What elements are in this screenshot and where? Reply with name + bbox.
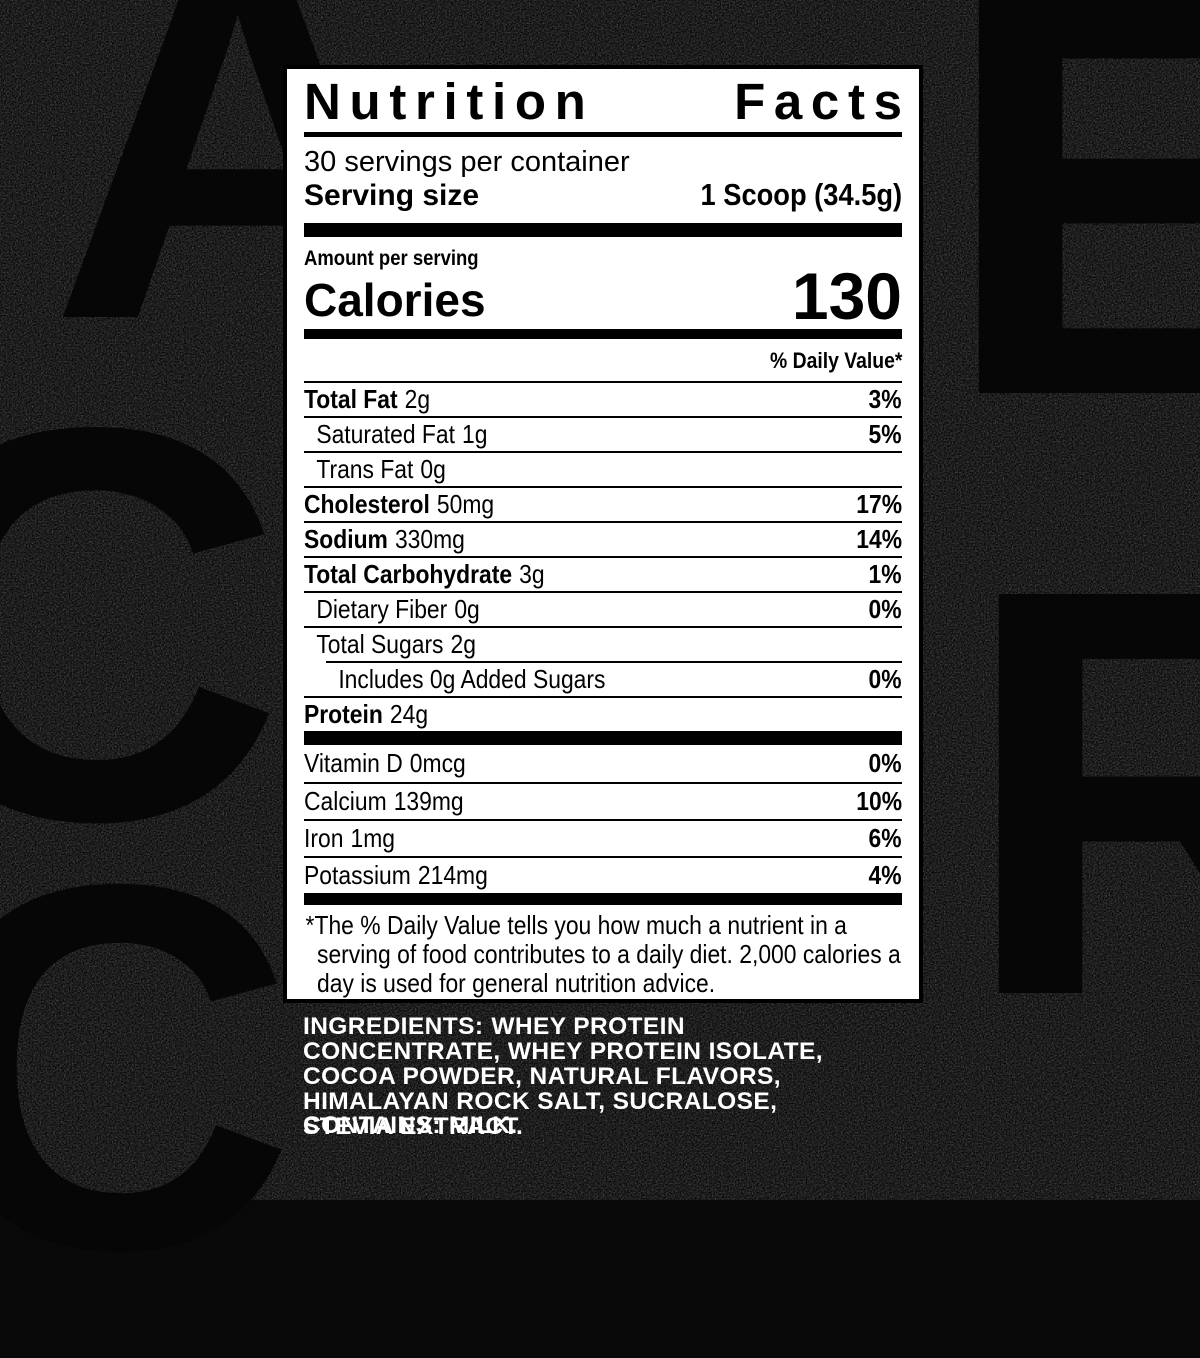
panel-title-word2: Facts — [734, 73, 911, 130]
nutrient-row-saturated-fat: Saturated Fat 1g 5% — [304, 416, 902, 451]
calories-row: Calories 130 — [304, 259, 902, 333]
nutrient-name: Total Carbohydrate — [304, 559, 513, 589]
contains-text: MILK. — [448, 1112, 518, 1139]
nutrient-row-cholesterol: Cholesterol 50mg 17% — [304, 486, 902, 521]
nutrient-row-total-carbohydrate: Total Carbohydrate 3g 1% — [304, 556, 902, 591]
calories-value: 130 — [791, 259, 902, 333]
serving-size-row: Serving size 1 Scoop (34.5g) — [304, 178, 902, 212]
divider-bar-thick — [304, 731, 902, 745]
background-letter-r: R — [960, 468, 1200, 1116]
nutrient-name: Protein — [304, 699, 383, 729]
nutrient-amount: 1g — [462, 419, 488, 449]
nutrient-amount: 0g — [420, 454, 446, 484]
vitamin-row-iron: Iron 1mg 6% — [304, 819, 902, 856]
nutrient-row-trans-fat: Trans Fat 0g — [304, 451, 902, 486]
nutrient-amount: 0g — [454, 594, 480, 624]
vitamin-dv: 4% — [868, 860, 902, 890]
background-letter-e: E — [940, 0, 1200, 516]
daily-value-header: % Daily Value* — [769, 348, 902, 373]
nutrient-dv: 3% — [868, 384, 902, 414]
nutrient-amount: 24g — [389, 699, 429, 729]
nutrient-row-total-sugars: Total Sugars 2g — [304, 626, 902, 661]
ingredients-text: WHEY PROTEIN CONCENTRATE, WHEY PROTEIN I… — [303, 1013, 823, 1140]
nutrient-amount: 2g — [404, 384, 431, 414]
vitamin-amount: 214mg — [417, 860, 488, 890]
daily-value-footnote: *The % Daily Value tells you how much a … — [305, 910, 901, 998]
title-rule — [304, 132, 902, 137]
nutrient-name: Includes 0g Added Sugars — [338, 664, 606, 694]
serving-size-value: 1 Scoop (34.5g) — [700, 177, 902, 212]
nutrient-amount: 3g — [519, 559, 545, 589]
vitamin-amount: 139mg — [393, 786, 464, 816]
contains-label: CONTAINS: — [303, 1112, 441, 1139]
nutrient-row-added-sugars: Includes 0g Added Sugars 0% — [326, 661, 902, 696]
vitamin-name: Calcium — [304, 786, 387, 816]
nutrient-dv: 0% — [868, 594, 902, 624]
vitamin-row-vitamin-d: Vitamin D 0mcg 0% — [304, 745, 902, 782]
nutrient-dv: 0% — [868, 664, 902, 694]
divider-bar-thick — [304, 893, 902, 905]
nutrient-name: Sodium — [304, 524, 388, 554]
nutrient-amount: 50mg — [436, 489, 495, 519]
vitamin-dv: 0% — [868, 748, 902, 778]
vitamin-amount: 1mg — [350, 823, 395, 853]
nutrient-row-protein: Protein 24g — [304, 696, 902, 731]
nutrient-row-dietary-fiber: Dietary Fiber 0g 0% — [304, 591, 902, 626]
nutrient-row-total-fat: Total Fat 2g 3% — [304, 381, 902, 416]
ingredients-label: INGREDIENTS: — [303, 1013, 484, 1040]
divider-bar-thick — [304, 223, 902, 237]
contains-paragraph: CONTAINS: MILK. — [303, 1113, 865, 1138]
nutrient-name: Trans Fat — [316, 454, 414, 484]
vitamin-name: Iron — [304, 823, 344, 853]
nutrition-facts-panel: Nutrition Facts 30 servings per containe… — [283, 65, 923, 1003]
nutrient-amount: 2g — [450, 629, 476, 659]
nutrient-dv: 5% — [868, 419, 902, 449]
nutrient-name: Total Sugars — [316, 629, 444, 659]
nutrient-name: Total Fat — [304, 384, 398, 414]
serving-size-label: Serving size — [304, 179, 480, 212]
nutrient-amount: 330mg — [394, 524, 465, 554]
nutrient-name: Saturated Fat — [316, 419, 455, 449]
servings-per-container: 30 servings per container — [304, 146, 630, 178]
amount-per-serving-label: Amount per serving — [304, 247, 479, 270]
vitamin-name: Vitamin D — [304, 748, 403, 778]
nutrient-name: Cholesterol — [304, 489, 430, 519]
nutrient-dv: 17% — [856, 489, 902, 519]
calories-label: Calories — [304, 274, 486, 326]
divider-bar-medium — [304, 329, 902, 339]
vitamin-amount: 0mcg — [409, 748, 466, 778]
background-letter-c2: C — [0, 777, 296, 1358]
background-letter-c: C — [0, 311, 285, 937]
nutrient-row-sodium: Sodium 330mg 14% — [304, 521, 902, 556]
panel-title: Nutrition Facts — [304, 75, 902, 129]
panel-title-word1: Nutrition — [304, 73, 595, 130]
nutrient-dv: 14% — [856, 524, 902, 554]
vitamin-row-calcium: Calcium 139mg 10% — [304, 782, 902, 819]
vitamin-row-potassium: Potassium 214mg 4% — [304, 856, 902, 893]
nutrient-name: Dietary Fiber — [316, 594, 448, 624]
vitamin-dv: 10% — [856, 786, 902, 816]
vitamin-name: Potassium — [304, 860, 411, 890]
nutrient-dv: 1% — [868, 559, 902, 589]
ingredients-paragraph: INGREDIENTS: WHEY PROTEIN CONCENTRATE, WH… — [303, 1014, 865, 1139]
vitamin-dv: 6% — [868, 823, 902, 853]
